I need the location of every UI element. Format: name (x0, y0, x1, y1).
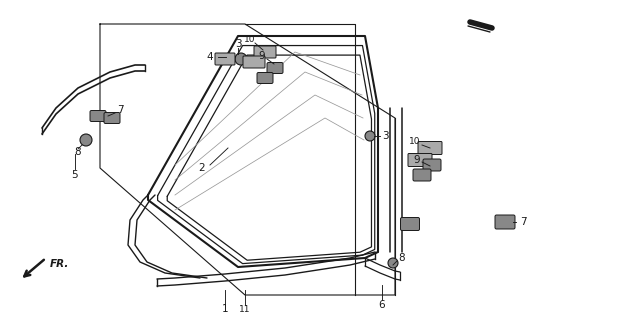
Text: FR.: FR. (50, 259, 69, 269)
Circle shape (235, 53, 247, 65)
Text: 5: 5 (72, 170, 78, 180)
Text: 9: 9 (413, 155, 420, 165)
Text: 6: 6 (379, 300, 385, 310)
FancyBboxPatch shape (104, 113, 120, 123)
Circle shape (365, 131, 375, 141)
FancyBboxPatch shape (423, 159, 441, 171)
Text: 4: 4 (207, 52, 213, 62)
Text: 11: 11 (239, 305, 251, 314)
FancyBboxPatch shape (495, 215, 515, 229)
FancyBboxPatch shape (401, 218, 419, 231)
FancyBboxPatch shape (90, 110, 106, 122)
FancyBboxPatch shape (254, 46, 276, 58)
Text: 9: 9 (259, 51, 266, 61)
Text: 8: 8 (399, 253, 405, 263)
FancyBboxPatch shape (243, 56, 265, 68)
Text: 2: 2 (198, 163, 205, 173)
Text: 10: 10 (244, 35, 256, 44)
Text: 10: 10 (409, 137, 420, 146)
FancyBboxPatch shape (418, 142, 442, 154)
FancyBboxPatch shape (215, 53, 235, 65)
FancyBboxPatch shape (257, 72, 273, 84)
Text: 7: 7 (116, 105, 124, 115)
Text: 1: 1 (221, 304, 228, 314)
Circle shape (80, 134, 92, 146)
Text: 8: 8 (75, 147, 81, 157)
Text: 7: 7 (520, 217, 527, 227)
Text: 3: 3 (235, 39, 241, 49)
FancyBboxPatch shape (408, 153, 432, 167)
Text: 3: 3 (381, 131, 388, 141)
Circle shape (388, 258, 398, 268)
FancyBboxPatch shape (413, 169, 431, 181)
FancyBboxPatch shape (267, 63, 283, 73)
